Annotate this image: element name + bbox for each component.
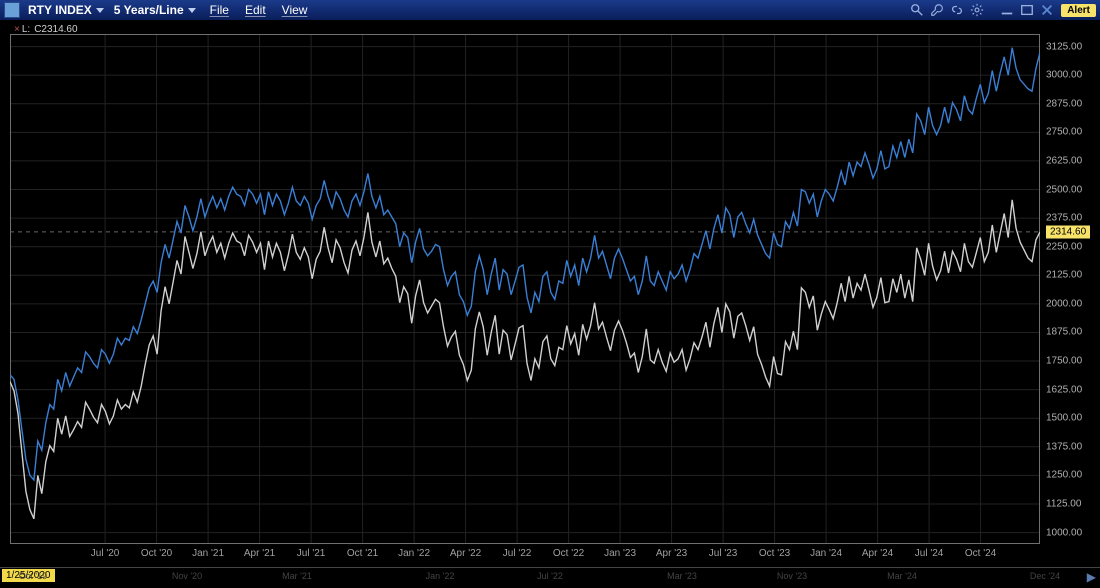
y-tick-label: 1375.00 <box>1046 441 1082 452</box>
x-tick-label: Jul '24 <box>915 548 944 559</box>
x-tick-label: Oct '22 <box>553 548 584 559</box>
overview-tick-label: Mar '23 <box>667 571 697 581</box>
link-icon[interactable] <box>949 2 965 18</box>
series-blue <box>10 48 1040 480</box>
y-tick-label: 1750.00 <box>1046 356 1082 367</box>
y-tick-label: 1000.00 <box>1046 527 1082 538</box>
scroll-right-icon[interactable]: ▶ <box>1087 570 1096 584</box>
y-tick-label: 1875.00 <box>1046 327 1082 338</box>
wrench-icon[interactable] <box>929 2 945 18</box>
y-tick-label: 1125.00 <box>1046 498 1081 509</box>
x-tick-label: Oct '21 <box>347 548 378 559</box>
x-tick-label: Jul '22 <box>503 548 532 559</box>
overview-tick-label: Jul '22 <box>537 571 563 581</box>
menu-view[interactable]: View <box>274 3 316 17</box>
overview-tick-label: Oct '19 <box>19 571 47 581</box>
chevron-down-icon <box>188 8 196 13</box>
ticker-dropdown[interactable]: RTY INDEX <box>24 0 110 20</box>
y-tick-label: 2250.00 <box>1046 241 1082 252</box>
x-tick-label: Jul '20 <box>91 548 120 559</box>
y-tick-label: 2500.00 <box>1046 184 1082 195</box>
current-value-flag: 2314.60 <box>1046 225 1090 238</box>
y-tick-label: 2125.00 <box>1046 270 1082 281</box>
x-tick-label: Jan '24 <box>810 548 842 559</box>
search-icon[interactable] <box>909 2 925 18</box>
x-tick-label: Apr '23 <box>656 548 687 559</box>
y-tick-label: 2750.00 <box>1046 127 1082 138</box>
x-tick-label: Oct '20 <box>141 548 172 559</box>
y-tick-label: 2000.00 <box>1046 298 1082 309</box>
ticker-label: RTY INDEX <box>28 3 92 17</box>
x-tick-label: Jan '22 <box>398 548 430 559</box>
overview-tick-label: Dec '24 <box>1030 571 1060 581</box>
overview-tick-label: Jan '22 <box>426 571 455 581</box>
x-tick-label: Apr '22 <box>450 548 481 559</box>
y-tick-label: 3125.00 <box>1046 41 1082 52</box>
maximize-icon[interactable] <box>1019 2 1035 18</box>
x-tick-label: Jul '21 <box>297 548 326 559</box>
alert-button[interactable]: Alert <box>1061 4 1096 17</box>
overview-scrubber[interactable]: ◀ 1/25/2020 Oct '19Nov '20Mar '21Jan '22… <box>0 567 1100 588</box>
chevron-down-icon <box>96 8 104 13</box>
x-tick-label: Apr '21 <box>244 548 275 559</box>
chart-area: × L: C2314.60 1000.001125.001250.001375.… <box>0 20 1100 568</box>
range-label: 5 Years/Line <box>114 3 184 17</box>
range-dropdown[interactable]: 5 Years/Line <box>110 0 202 20</box>
x-tick-label: Jul '23 <box>709 548 738 559</box>
y-tick-label: 2625.00 <box>1046 155 1082 166</box>
x-tick-label: Jan '23 <box>604 548 636 559</box>
y-tick-label: 2875.00 <box>1046 98 1082 109</box>
x-tick-label: Oct '23 <box>759 548 790 559</box>
price-chart[interactable] <box>10 34 1040 544</box>
x-tick-label: Jan '21 <box>192 548 224 559</box>
y-tick-label: 1500.00 <box>1046 413 1082 424</box>
menu-edit[interactable]: Edit <box>237 3 274 17</box>
x-tick-label: Apr '24 <box>862 548 893 559</box>
y-tick-label: 1250.00 <box>1046 470 1082 481</box>
overview-tick-label: Mar '21 <box>282 571 312 581</box>
overview-tick-label: Nov '23 <box>777 571 807 581</box>
y-tick-label: 2375.00 <box>1046 213 1082 224</box>
y-tick-label: 3000.00 <box>1046 70 1082 81</box>
close-icon[interactable] <box>1039 2 1055 18</box>
app-icon <box>4 2 20 18</box>
minimize-icon[interactable] <box>999 2 1015 18</box>
overview-tick-label: Mar '24 <box>887 571 917 581</box>
gear-icon[interactable] <box>969 2 985 18</box>
y-tick-label: 1625.00 <box>1046 384 1082 395</box>
x-tick-label: Oct '24 <box>965 548 996 559</box>
title-bar: RTY INDEX 5 Years/Line File Edit View Al… <box>0 0 1100 20</box>
menu-file[interactable]: File <box>202 3 237 17</box>
overview-tick-label: Nov '20 <box>172 571 202 581</box>
